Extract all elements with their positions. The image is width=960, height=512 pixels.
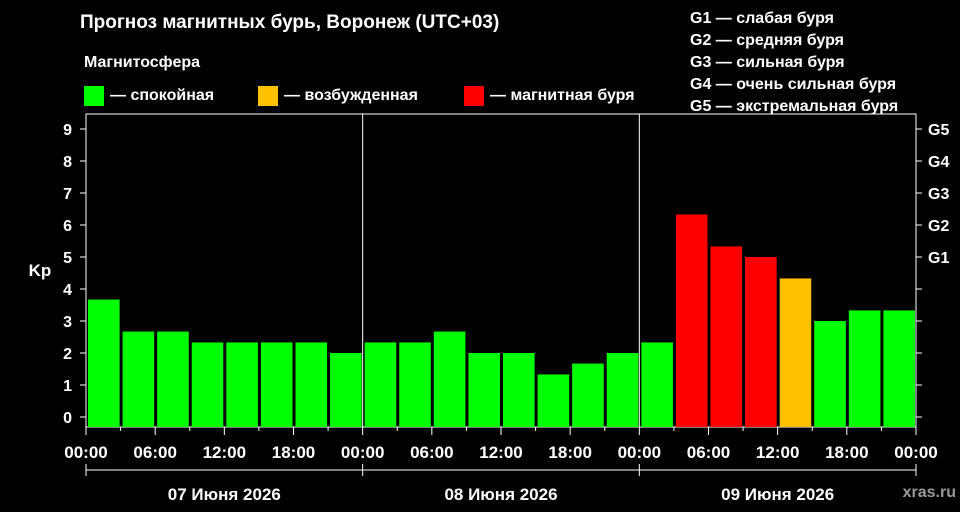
g-scale-legend: G1 — слабая буря G2 — средняя буря G3 — … bbox=[690, 8, 898, 118]
kp-bar bbox=[537, 374, 570, 427]
y-tick-label: 8 bbox=[63, 154, 72, 171]
y-tick-label: 1 bbox=[63, 378, 72, 395]
kp-bar bbox=[191, 342, 224, 427]
y-tick-label: 2 bbox=[63, 346, 72, 363]
kp-bar bbox=[260, 342, 293, 427]
y-tick-label: 0 bbox=[63, 410, 72, 427]
g-tick-label: G4 bbox=[928, 154, 949, 171]
x-tick-label: 00:00 bbox=[341, 443, 384, 462]
kp-bar bbox=[572, 363, 604, 427]
kp-bar bbox=[883, 310, 915, 427]
legend-label-quiet: — спокойная bbox=[110, 87, 215, 104]
y-tick-label: 3 bbox=[63, 314, 72, 331]
legend-label-storm: — магнитная буря bbox=[490, 87, 635, 104]
kp-bar bbox=[848, 310, 881, 427]
legend-swatch-excited bbox=[258, 86, 278, 106]
kp-bar bbox=[468, 353, 500, 427]
x-tick-label: 18:00 bbox=[825, 443, 868, 462]
g-legend-g2: G2 — средняя буря bbox=[690, 32, 844, 49]
g-tick-label: G1 bbox=[928, 250, 949, 267]
chart-title: Прогноз магнитных бурь, Воронеж (UTC+03) bbox=[80, 12, 500, 33]
kp-bar bbox=[330, 353, 362, 427]
legend-title: Магнитосфера bbox=[84, 54, 201, 71]
watermark: xras.ru bbox=[902, 484, 956, 501]
kp-bar bbox=[364, 342, 397, 427]
x-tick-label: 00:00 bbox=[618, 443, 661, 462]
kp-bar bbox=[606, 353, 639, 427]
x-tick-label: 12:00 bbox=[203, 443, 246, 462]
kp-bar bbox=[399, 342, 431, 427]
kp-bar bbox=[503, 353, 535, 427]
y-tick-label: 4 bbox=[63, 282, 72, 299]
g-legend-g3: G3 — сильная буря bbox=[690, 54, 845, 71]
g-tick-label: G5 bbox=[928, 122, 949, 139]
x-tick-label: 18:00 bbox=[272, 443, 315, 462]
chart-plot-area: 0 1 2 3 4 5 6 7 8 9 G1 G2 G3 G4 G5 00:00 06:00 12:00 18:00… bbox=[63, 113, 949, 504]
x-tick-label: 00:00 bbox=[64, 443, 107, 462]
kp-bar bbox=[814, 321, 846, 427]
y-tick-label: 9 bbox=[63, 122, 72, 139]
y-axis-label: Kp bbox=[29, 261, 52, 280]
kp-bar bbox=[226, 342, 258, 427]
day-label: 08 Июня 2026 bbox=[444, 485, 557, 504]
g-legend-g4: G4 — очень сильная буря bbox=[690, 76, 897, 93]
legend-label-excited: — возбужденная bbox=[284, 87, 418, 104]
legend-item-quiet: — спокойная bbox=[84, 86, 214, 106]
legend-swatch-quiet bbox=[84, 86, 104, 106]
x-tick-label: 18:00 bbox=[548, 443, 591, 462]
y-tick-label: 7 bbox=[63, 186, 72, 203]
kp-bar bbox=[675, 214, 708, 427]
kp-bar bbox=[295, 342, 328, 427]
x-tick-label: 06:00 bbox=[133, 443, 176, 462]
kp-bar bbox=[641, 342, 673, 427]
kp-bar bbox=[779, 278, 812, 427]
x-tick-label: 06:00 bbox=[410, 443, 453, 462]
g-tick-label: G2 bbox=[928, 218, 949, 235]
kp-bar bbox=[88, 299, 120, 427]
g-legend-g1: G1 — слабая буря bbox=[690, 10, 835, 27]
x-tick-label: 06:00 bbox=[687, 443, 730, 462]
legend-item-excited: — возбужденная bbox=[258, 86, 418, 106]
x-tick-label: 12:00 bbox=[479, 443, 522, 462]
day-label: 07 Июня 2026 bbox=[168, 485, 281, 504]
kp-bar bbox=[157, 331, 189, 427]
day-label: 09 Июня 2026 bbox=[721, 485, 834, 504]
x-tick-label: 12:00 bbox=[756, 443, 799, 462]
g-tick-label: G3 bbox=[928, 186, 949, 203]
x-tick-label: 00:00 bbox=[894, 443, 937, 462]
legend-item-storm: — магнитная буря bbox=[464, 86, 635, 106]
kp-bar bbox=[433, 331, 466, 427]
kp-bar bbox=[122, 331, 155, 427]
y-tick-label: 6 bbox=[63, 218, 72, 235]
y-tick-label: 5 bbox=[63, 250, 72, 267]
g-legend-g5: G5 — экстремальная буря bbox=[690, 98, 899, 115]
legend-swatch-storm bbox=[464, 86, 484, 106]
kp-bar bbox=[710, 246, 743, 427]
kp-bar bbox=[745, 257, 777, 427]
